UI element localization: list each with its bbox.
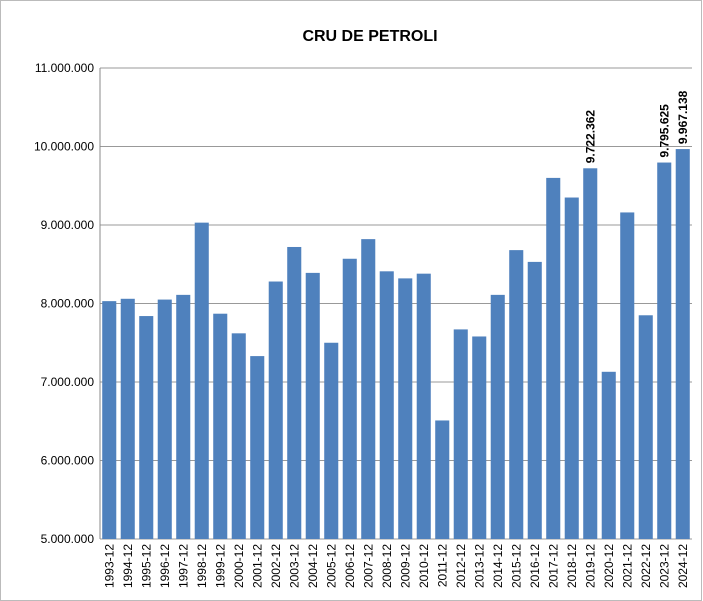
x-tick-label: 2011-12 <box>435 544 449 587</box>
bar <box>102 301 117 539</box>
bar <box>361 239 376 539</box>
x-tick-label: 2002-12 <box>269 544 283 588</box>
x-tick-label: 2005-12 <box>324 544 338 588</box>
x-tick-label: 2007-12 <box>361 544 375 588</box>
x-tick-label: 1998-12 <box>195 544 209 588</box>
y-tick-label: 11.000.000 <box>35 61 94 75</box>
bar <box>176 294 191 539</box>
bar <box>398 278 413 539</box>
y-tick-label: 10.000.000 <box>34 140 94 154</box>
bar <box>453 329 468 539</box>
x-tick-label: 2003-12 <box>287 544 301 588</box>
x-tick-label: 2017-12 <box>546 544 560 588</box>
bar <box>268 281 283 539</box>
bar <box>490 294 505 539</box>
y-tick-label: 5.000.000 <box>41 532 95 546</box>
x-tick-label: 2020-12 <box>602 544 616 588</box>
x-tick-label: 2010-12 <box>417 544 431 588</box>
x-tick-label: 1996-12 <box>158 544 172 588</box>
x-tick-label: 2019-12 <box>583 544 597 588</box>
x-tick-label: 2013-12 <box>472 544 486 588</box>
x-tick-label: 2021-12 <box>620 544 634 588</box>
data-label: 9.722.362 <box>583 110 597 164</box>
bar <box>305 272 320 539</box>
x-tick-label: 2023-12 <box>657 544 671 588</box>
x-tick-label: 2012-12 <box>454 544 468 588</box>
bar <box>435 420 450 539</box>
bar <box>509 250 524 539</box>
x-tick-label: 2022-12 <box>639 544 653 588</box>
bar <box>564 197 579 539</box>
bar <box>120 298 135 539</box>
bar <box>546 177 561 539</box>
bar <box>139 316 154 539</box>
bar <box>657 162 672 539</box>
bar <box>342 258 357 539</box>
bar <box>675 149 690 540</box>
x-tick-label: 2024-12 <box>676 544 690 588</box>
y-tick-label: 7.000.000 <box>41 375 95 389</box>
x-tick-label: 2009-12 <box>398 544 412 588</box>
bar <box>583 168 598 539</box>
bar <box>379 271 394 539</box>
data-label: 9.967.138 <box>676 90 690 144</box>
x-tick-label: 1999-12 <box>213 544 227 588</box>
bar <box>638 315 653 539</box>
bar <box>250 356 265 539</box>
x-tick-label: 1994-12 <box>121 544 135 588</box>
y-tick-label: 9.000.000 <box>41 218 95 232</box>
bar <box>213 313 228 539</box>
data-label: 9.795.625 <box>657 104 671 158</box>
bar <box>416 273 431 539</box>
x-tick-label: 2016-12 <box>528 544 542 588</box>
bar <box>157 299 172 539</box>
bar <box>287 246 302 540</box>
x-tick-label: 2018-12 <box>565 544 579 588</box>
bar <box>324 342 339 539</box>
bar <box>472 336 487 539</box>
y-tick-label: 8.000.000 <box>41 297 95 311</box>
x-tick-label: 1995-12 <box>139 544 153 588</box>
x-tick-label: 2008-12 <box>380 544 394 588</box>
chart-title: CRU DE PETROLI <box>302 28 437 45</box>
x-tick-label: 2001-12 <box>250 544 264 588</box>
x-tick-label: 2000-12 <box>232 544 246 588</box>
x-tick-label: 2004-12 <box>306 544 320 588</box>
bar <box>527 261 542 539</box>
bar <box>194 222 209 539</box>
x-tick-label: 1997-12 <box>176 544 190 588</box>
x-tick-label: 2014-12 <box>491 544 505 588</box>
bar <box>620 212 635 539</box>
x-tick-label: 1993-12 <box>102 544 116 588</box>
bar <box>231 333 246 539</box>
y-tick-label: 6.000.000 <box>41 454 95 468</box>
bar <box>601 371 616 539</box>
x-tick-label: 2015-12 <box>509 544 523 588</box>
x-tick-label: 2006-12 <box>343 544 357 588</box>
